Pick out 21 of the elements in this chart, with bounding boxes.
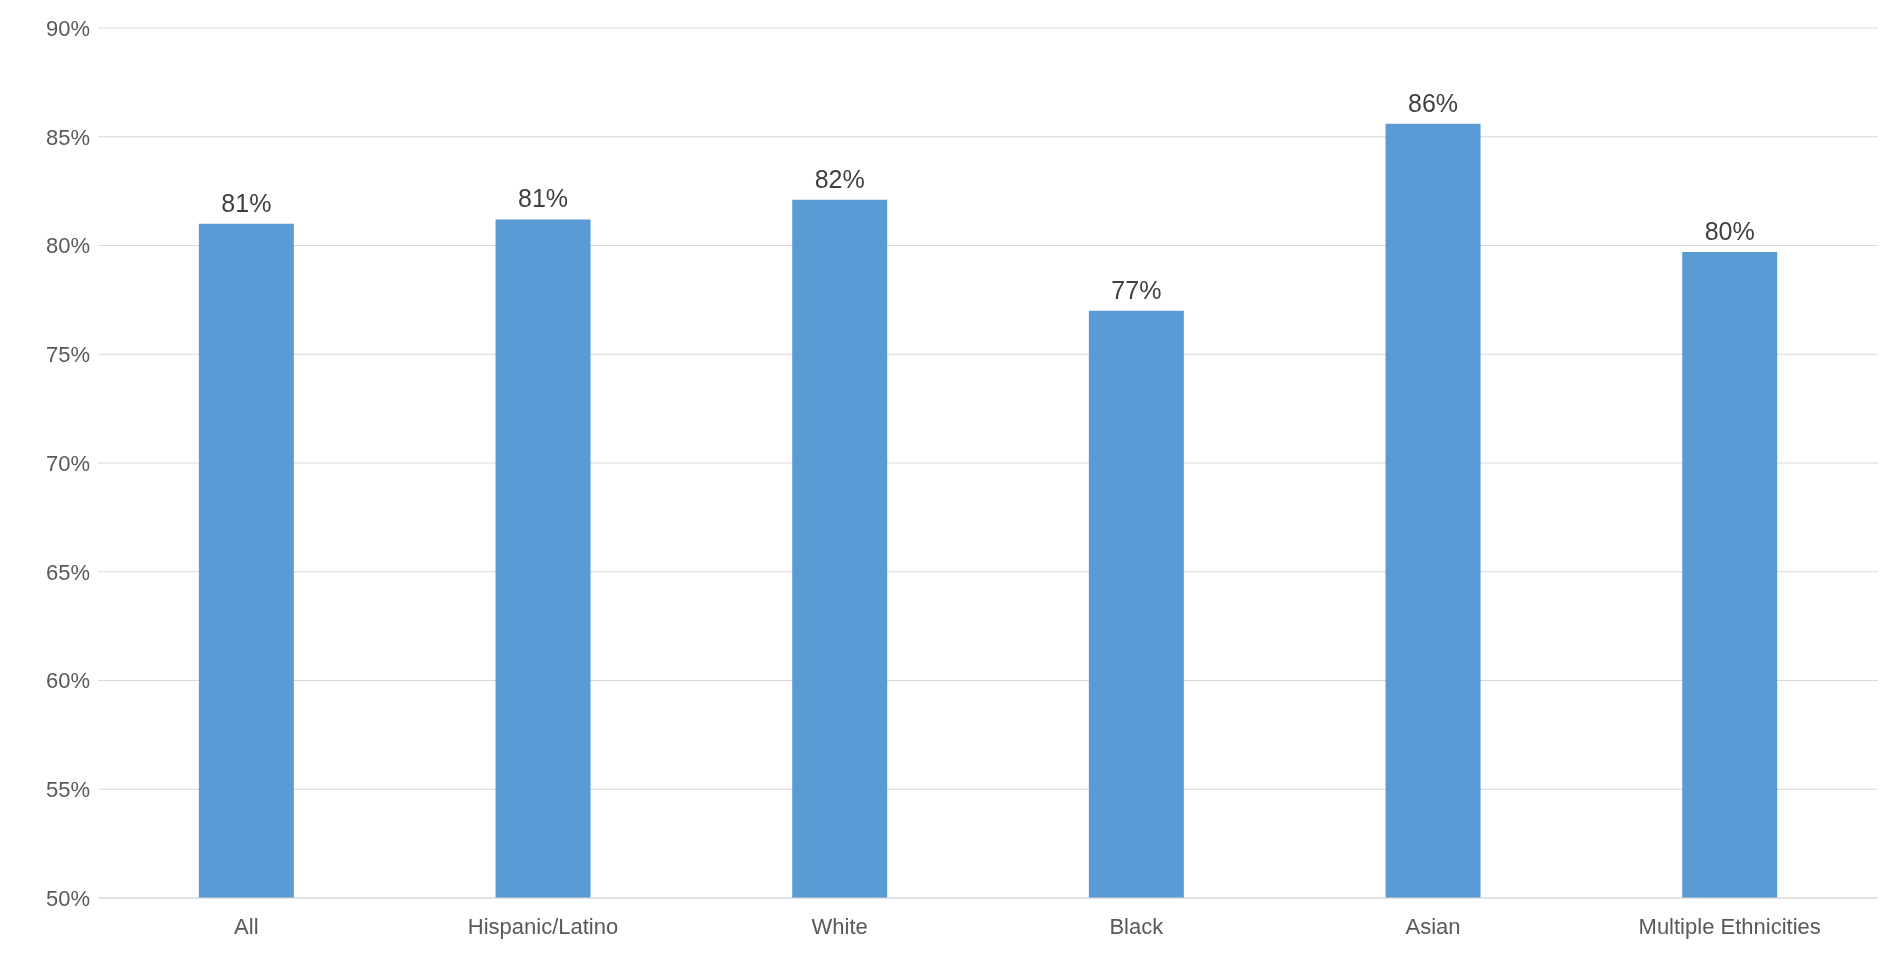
y-tick-label: 90% (45, 15, 90, 41)
data-label: 81% (221, 188, 272, 217)
x-tick-label: Multiple Ethnicities (1638, 913, 1821, 939)
data-label: 82% (814, 164, 865, 193)
x-tick-label: Black (1109, 913, 1165, 939)
data-label: 81% (518, 184, 569, 213)
y-tick-label: 60% (45, 668, 90, 694)
y-tick-label: 80% (45, 233, 90, 259)
data-label: 77% (1111, 275, 1162, 304)
y-tick-label: 70% (45, 450, 90, 476)
data-label: 80% (1704, 217, 1755, 246)
y-tick-label: 65% (45, 559, 90, 585)
y-tick-label: 55% (45, 777, 90, 803)
x-tick-label: White (811, 913, 868, 939)
y-tick-label: 50% (45, 885, 90, 911)
y-tick-label: 85% (45, 124, 90, 150)
data-label: 86% (1408, 88, 1459, 117)
x-tick-label: All (234, 913, 259, 939)
x-tick-label: Hispanic/Latino (467, 913, 619, 939)
x-tick-label: Asian (1405, 913, 1461, 939)
y-tick-label: 75% (45, 342, 90, 368)
